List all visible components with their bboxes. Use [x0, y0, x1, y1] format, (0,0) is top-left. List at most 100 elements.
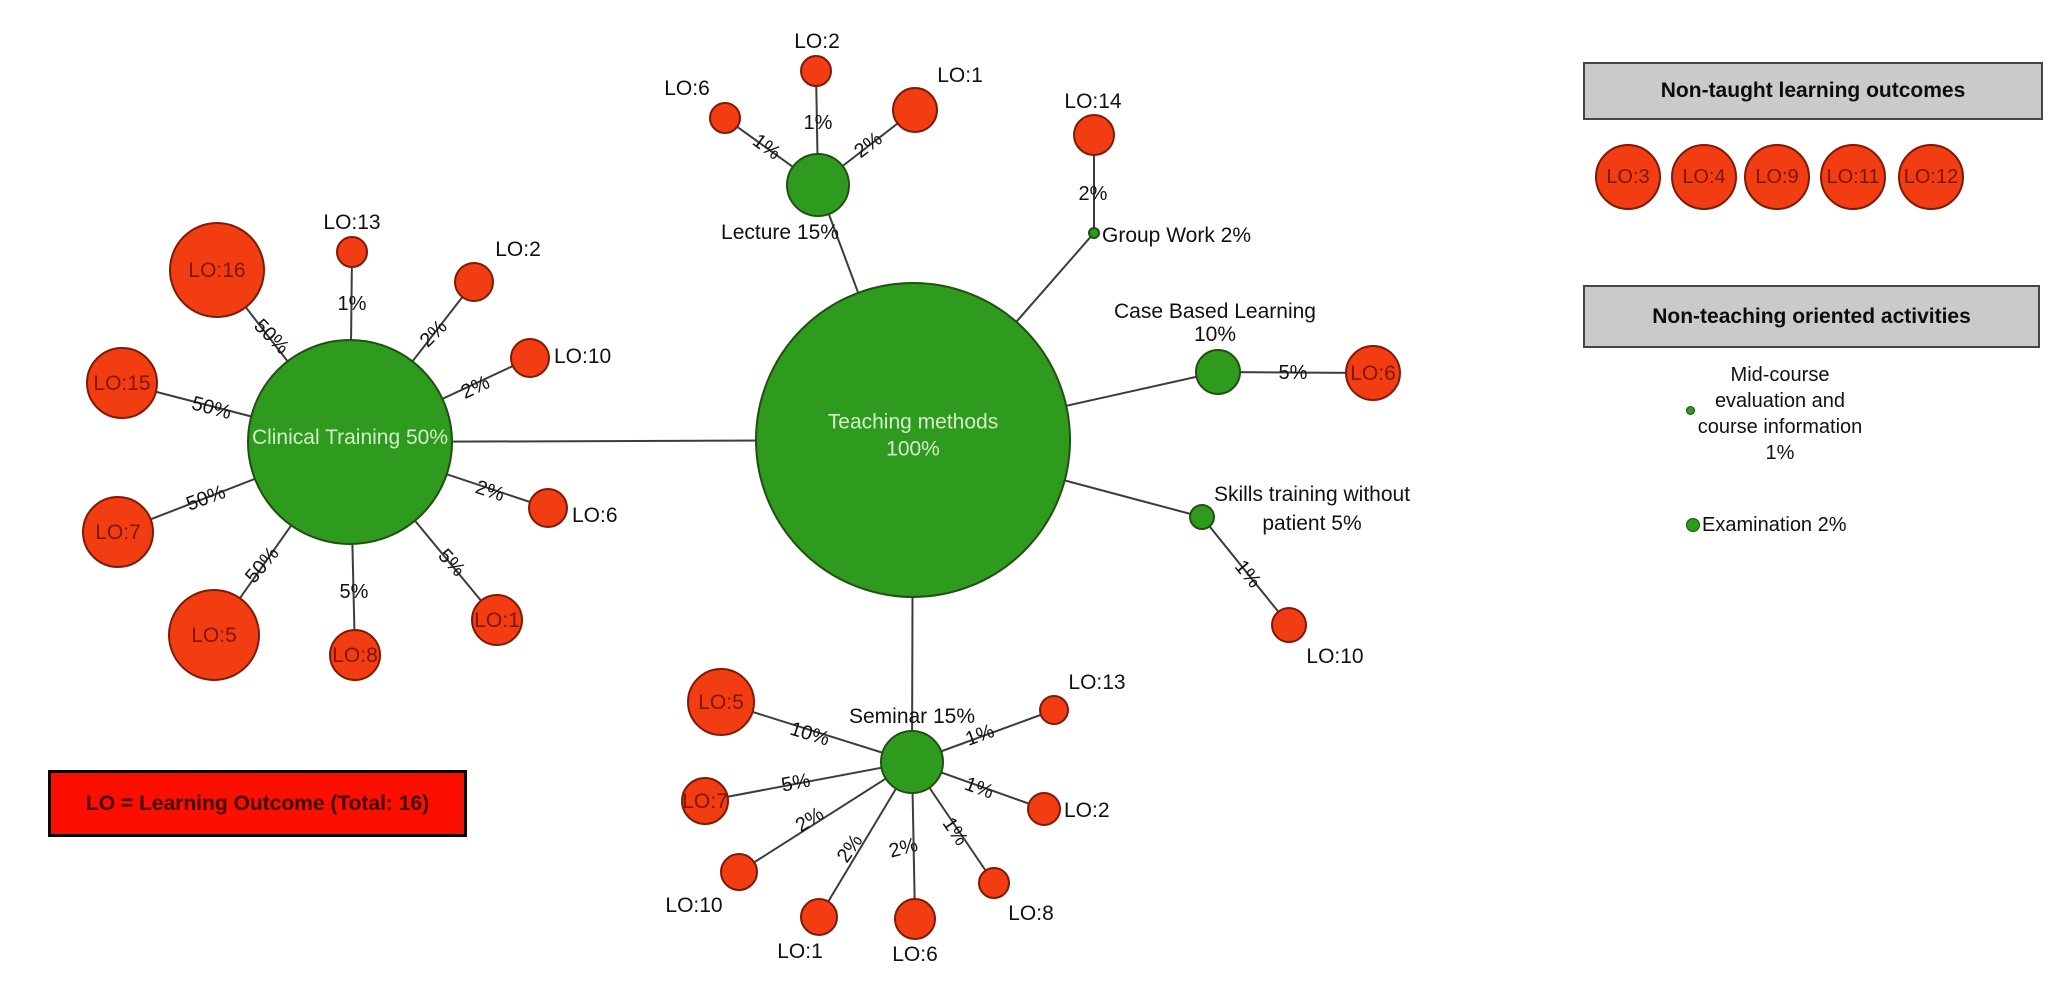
node-lo2-lecture: [800, 55, 832, 87]
edge-weight-label: 2%: [473, 476, 507, 506]
graph-edge: [738, 761, 913, 873]
non-taught-lo9-label: LO:9: [1755, 165, 1799, 188]
edge-weight-label: 1%: [804, 112, 833, 134]
node-label-lo10-clinical: LO:10: [554, 345, 611, 368]
non-taught-lo11-label: LO:11: [1826, 165, 1880, 188]
node-label-lo6-seminar: LO:6: [892, 943, 938, 966]
non-taught-lo12-label: LO:12: [1903, 165, 1959, 188]
node-skills-training: [1189, 504, 1215, 530]
edge-weight-label: 10%: [787, 718, 832, 751]
non-teaching-activities-header: Non-teaching oriented activities: [1583, 285, 2040, 348]
midcourse-line4: 1%: [1765, 442, 1795, 464]
non-taught-lo4-label: LO:4: [1682, 165, 1726, 188]
examination-activity-label: Examination 2%: [1702, 514, 1847, 536]
edge-weight-label: 1%: [748, 130, 784, 165]
legend-text: LO = Learning Outcome (Total: 16): [85, 791, 430, 815]
node-seminar: [880, 730, 944, 794]
node-lo8-seminar: [978, 867, 1010, 899]
node-label-lo5-seminar: LO:5: [698, 691, 744, 714]
node-lo1-clinical: [471, 594, 523, 646]
edge-weight-label: 2%: [416, 316, 452, 352]
non-taught-lo11-circle: LO:11: [1820, 144, 1886, 210]
edge-weight-label: 50%: [183, 481, 228, 515]
node-lo14-groupwork: [1073, 114, 1115, 156]
node-lo6-clinical: [528, 488, 568, 528]
node-label-lo13-seminar: LO:13: [1068, 671, 1125, 694]
node-lo5-seminar: [687, 668, 755, 736]
edge-weight-label: 50%: [241, 543, 284, 588]
non-taught-lo3-circle: LO:3: [1595, 144, 1661, 210]
node-case-based-learning: [1195, 349, 1241, 395]
node-label-lo1-clinical: LO:1: [474, 609, 520, 632]
non-teaching-activities-title: Non-teaching oriented activities: [1652, 304, 1971, 328]
node-lo5-clinical: [168, 589, 260, 681]
node-lo1-seminar: [800, 898, 838, 936]
node-lo6-lecture: [709, 102, 741, 134]
node-label-lo6-cbl: LO:6: [1350, 362, 1396, 385]
node-lo7-seminar: [681, 777, 729, 825]
edge-weight-label: 1%: [1230, 556, 1265, 592]
edge-weight-label: 1%: [962, 773, 997, 804]
node-lo10-seminar: [720, 853, 758, 891]
node-label-lo1-seminar: LO:1: [777, 940, 823, 963]
edge-weight-label: 2%: [887, 834, 921, 863]
node-label-lo7-seminar: LO:7: [682, 790, 728, 813]
edge-weight-label: 1%: [338, 293, 367, 315]
node-lo10-skills: [1271, 607, 1307, 643]
node-label-lo16-clinical: LO:16: [188, 259, 245, 282]
node-label-lo8-clinical: LO:8: [332, 644, 378, 667]
edge-weight-label: 2%: [1079, 183, 1108, 205]
node-label-lo15-clinical: LO:15: [93, 372, 150, 395]
graph-edge: [704, 761, 913, 802]
node-label-case-based-learning: 10%: [1194, 323, 1236, 346]
node-label-lo7-clinical: LO:7: [95, 521, 141, 544]
edge-weight-label: 50%: [189, 392, 234, 424]
node-label-teaching: 100%: [886, 438, 940, 461]
node-lo16-clinical: [169, 222, 265, 318]
legend-box: LO = Learning Outcome (Total: 16): [48, 770, 467, 837]
edge-weight-label: 2%: [792, 803, 828, 837]
node-lo13-clinical: [336, 236, 368, 268]
node-label-lo5-clinical: LO:5: [191, 624, 237, 647]
graph-edge: [1201, 516, 1290, 626]
node-label-clinical: Clinical Training 50%: [252, 426, 448, 449]
node-lecture: [786, 153, 850, 217]
node-lo2-clinical: [454, 262, 494, 302]
node-label-group-work: Group Work 2%: [1102, 224, 1251, 247]
edge-weight-label: 5%: [780, 770, 813, 797]
node-label-seminar: Seminar 15%: [849, 705, 975, 728]
node-label-skills-training: patient 5%: [1262, 512, 1361, 535]
midcourse-line1: Mid-course: [1730, 364, 1830, 386]
node-group-work: [1088, 227, 1100, 239]
node-label-lo2-lecture: LO:2: [794, 30, 840, 53]
node-lo8-clinical: [329, 629, 381, 681]
node-label-skills-training: Skills training without: [1214, 483, 1410, 506]
node-label-lo10-seminar: LO:10: [665, 894, 722, 917]
examination-dot-icon: [1686, 518, 1700, 532]
node-clinical: [247, 339, 453, 545]
edge-weight-label: 5%: [1279, 362, 1308, 384]
node-label-lo2-clinical: LO:2: [495, 238, 541, 261]
node-lo10-clinical: [510, 338, 550, 378]
node-lo6-cbl: [1345, 345, 1401, 401]
edge-weight-label: 2%: [833, 830, 868, 866]
node-label-lo14-groupwork: LO:14: [1064, 90, 1122, 113]
node-teaching: [755, 282, 1071, 598]
non-taught-lo9-circle: LO:9: [1744, 144, 1810, 210]
node-label-case-based-learning: Case Based Learning: [1114, 300, 1316, 323]
node-label-lo1-lecture: LO:1: [937, 64, 983, 87]
node-lo1-lecture: [892, 87, 938, 133]
node-lo13-seminar: [1039, 695, 1069, 725]
non-taught-lo3-label: LO:3: [1606, 165, 1650, 188]
node-lo15-clinical: [86, 347, 158, 419]
node-lo6-seminar: [894, 898, 936, 940]
node-lo7-clinical: [82, 496, 154, 568]
node-label-lo6-clinical: LO:6: [572, 504, 618, 527]
node-label-lo6-lecture: LO:6: [664, 77, 710, 100]
midcourse-line2: evaluation and: [1714, 390, 1846, 412]
node-label-teaching: Teaching methods: [828, 411, 998, 434]
node-label-lecture: Lecture 15%: [721, 221, 839, 244]
non-taught-lo12-circle: LO:12: [1898, 144, 1964, 210]
